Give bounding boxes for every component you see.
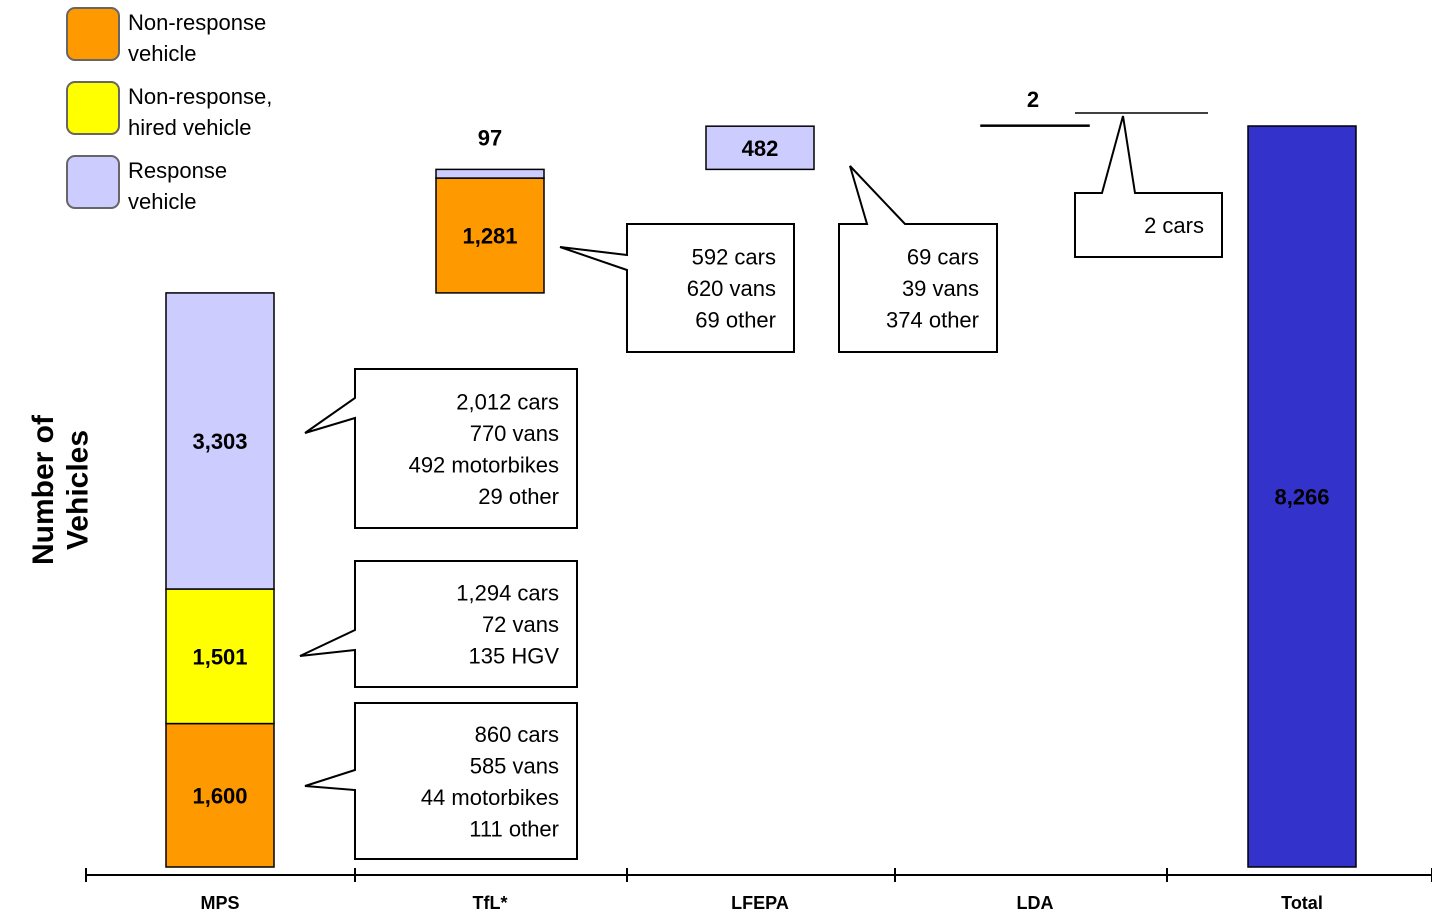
callout-mps-response-vehicle — [304, 368, 578, 529]
callout-line-tfl-3: 69 other — [695, 308, 776, 333]
x-tick-label-tfl: TfL* — [473, 893, 508, 913]
legend-swatch-2 — [66, 81, 120, 135]
x-tick-label-total: Total — [1281, 893, 1323, 913]
callout-lfepa-response-vehicle — [838, 165, 998, 353]
callout-line-tfl-2: 620 vans — [687, 276, 776, 301]
callout-line-mps-2: 72 vans — [482, 612, 559, 637]
legend-swatch-3 — [66, 155, 120, 209]
callout-mps-non-response-hired-vehicle — [299, 560, 578, 688]
bars: 8,266 1,600 1,501 3,303 1,281 97 482 2 — [165, 87, 1357, 868]
callout-line-mps-3: 44 motorbikes — [421, 785, 559, 810]
callout-line-lfepa-1: 69 cars — [907, 245, 979, 270]
value-label-tfl-non-response-vehicle: 1,281 — [462, 224, 517, 249]
callout-line-tfl-1: 592 cars — [692, 245, 776, 270]
value-label-lda-response-vehicle: 2 — [1027, 87, 1039, 112]
x-tick-label-lfepa: LFEPA — [731, 893, 789, 913]
callout-line-mps-2: 585 vans — [470, 753, 559, 778]
callout-line-mps-3: 135 HGV — [469, 644, 560, 669]
y-axis-label: Number ofVehicles — [27, 414, 95, 565]
legend-swatch-1 — [66, 7, 120, 61]
value-label-mps-non-response-hired-vehicle: 1,501 — [192, 644, 247, 669]
x-axis: MPS TfL* LFEPA LDA Total — [85, 868, 1432, 913]
callout-line-mps-1: 860 cars — [475, 722, 559, 747]
x-tick-label-lda: LDA — [1017, 893, 1054, 913]
legend: Non-response vehicle Non-response, hired ve… — [66, 7, 272, 214]
bar-mps-non-response-vehicle — [165, 722, 275, 868]
bar-mps-response-vehicle — [165, 292, 275, 590]
callout-tfl-non-response-vehicle — [559, 223, 795, 353]
bar-label-total: 8,266 — [1274, 485, 1329, 510]
callouts: 2,012 cars 770 vans 492 motorbikes 29 other… — [299, 112, 1223, 860]
callout-line-mps-4: 29 other — [478, 484, 559, 509]
x-tick-label-mps: MPS — [200, 893, 239, 913]
callout-line-mps-3: 492 motorbikes — [409, 452, 559, 477]
value-label-tfl-response-vehicle: 97 — [478, 125, 502, 150]
bar-tfl-non-response-vehicle — [435, 177, 545, 294]
callout-lda-response-vehicle — [1074, 115, 1223, 258]
callout-line-mps-1: 2,012 cars — [456, 389, 559, 414]
value-label-lfepa-response-vehicle: 482 — [742, 136, 779, 161]
legend-label-1: Non-response vehicle — [128, 10, 266, 66]
callout-line-mps-4: 111 other — [469, 816, 559, 841]
bar-mps-non-response-hired-vehicle — [165, 588, 275, 725]
bar-lfepa-response-vehicle — [705, 125, 815, 171]
callout-line-lfepa-3: 374 other — [886, 308, 979, 333]
bar-total — [1247, 125, 1357, 868]
callout-line-mps-2: 770 vans — [470, 421, 559, 446]
value-label-mps-response-vehicle: 3,303 — [192, 429, 247, 454]
callout-line-lfepa-2: 39 vans — [902, 276, 979, 301]
legend-label-2: Non-response, hired vehicle — [128, 84, 272, 140]
callout-line-lda-1: 2 cars — [1144, 213, 1204, 238]
callout-mps-non-response-vehicle — [304, 702, 578, 860]
bar-tfl-response-vehicle — [435, 168, 545, 179]
legend-label-3: Response vehicle — [128, 158, 227, 214]
callout-line-mps-1: 1,294 cars — [456, 581, 559, 606]
value-label-mps-non-response-vehicle: 1,600 — [192, 783, 247, 808]
bar-lda-response-vehicle — [980, 124, 1090, 127]
